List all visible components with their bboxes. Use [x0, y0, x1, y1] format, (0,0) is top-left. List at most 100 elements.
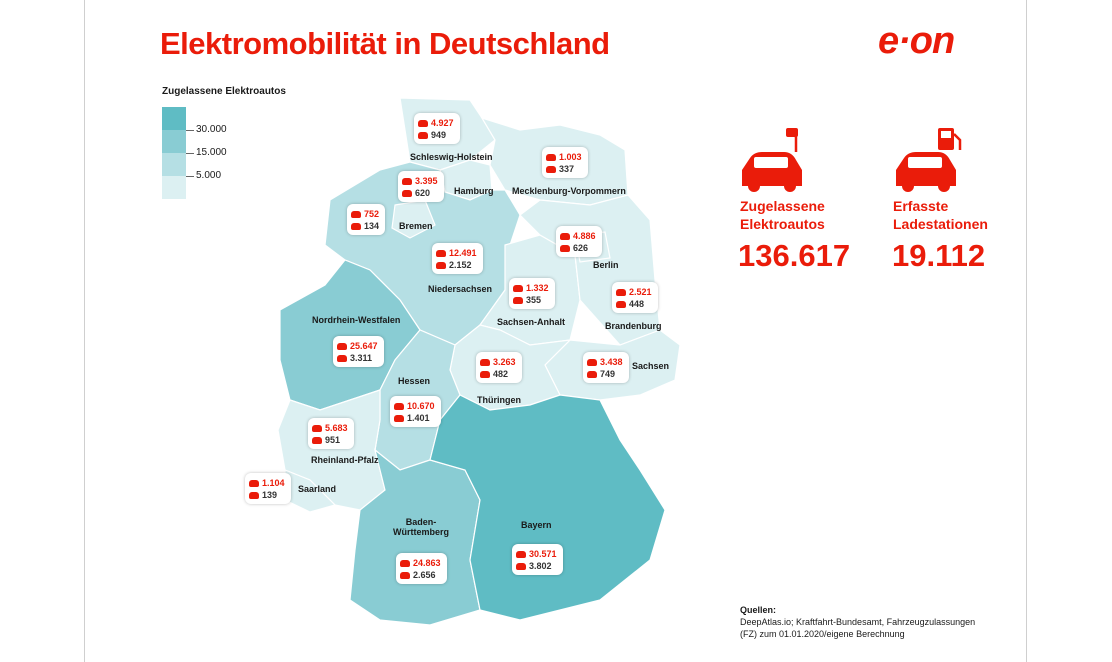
badge-hamburg: 3.395 620 — [398, 171, 444, 202]
station-count: 482 — [493, 369, 509, 379]
car-icon — [402, 177, 412, 185]
badge-sachsen: 3.438 749 — [583, 352, 629, 383]
car-count: 4.927 — [431, 118, 454, 128]
station-count: 337 — [559, 164, 575, 174]
car-icon — [312, 424, 322, 432]
badge-nordrhein-westfalen: 25.647 3.311 — [333, 336, 384, 367]
badge-brandenburg: 2.521 448 — [612, 282, 658, 313]
station-count: 2.152 — [449, 260, 472, 270]
charging-car-icon — [560, 244, 570, 252]
charging-car-icon — [587, 370, 597, 378]
charging-car-icon — [616, 300, 626, 308]
state-label-thueringen: Thüringen — [477, 395, 521, 405]
car-count: 1.332 — [526, 283, 549, 293]
charging-car-icon — [436, 261, 446, 269]
car-icon — [516, 550, 526, 558]
state-label-bremen: Bremen — [399, 221, 433, 231]
badge-baden-wuerttemberg: 24.863 2.656 — [396, 553, 447, 584]
station-count: 620 — [415, 188, 431, 198]
sources: Quellen: DeepAtlas.io; Kraftfahrt-Bundes… — [740, 604, 1020, 640]
legend-label: 5.000 — [196, 170, 222, 181]
state-label-hessen: Hessen — [398, 376, 431, 386]
car-count: 25.647 — [350, 341, 378, 351]
car-fuel-station-icon — [896, 128, 962, 192]
charging-car-icon — [513, 296, 523, 304]
frame-right-border — [1026, 0, 1027, 662]
station-count: 949 — [431, 130, 447, 140]
charging-car-icon — [546, 165, 556, 173]
car-icon — [587, 358, 597, 366]
charging-car-icon — [516, 562, 526, 570]
station-count: 749 — [600, 369, 616, 379]
car-count: 3.438 — [600, 357, 623, 367]
car-count: 1.104 — [262, 478, 285, 488]
state-label-sachsen-anhalt: Sachsen-Anhalt — [497, 317, 566, 327]
car-icon — [249, 479, 259, 487]
car-icon — [400, 559, 410, 567]
car-icon — [480, 358, 490, 366]
badge-bayern: 30.571 3.802 — [512, 544, 563, 575]
station-count: 3.311 — [350, 353, 373, 363]
legend-title: Zugelassene Elektroautos — [162, 86, 286, 97]
station-count: 134 — [364, 221, 380, 231]
car-icon — [436, 249, 446, 257]
eon-logo: e·on — [878, 20, 955, 62]
badge-rheinland-pfalz: 5.683 951 — [308, 418, 354, 449]
badge-saarland: 1.104 139 — [245, 473, 291, 504]
legend-swatch-1 — [162, 107, 186, 130]
station-count: 448 — [629, 299, 645, 309]
legend-swatch-2 — [162, 130, 186, 153]
state-label-rheinland-pfalz: Rheinland-Pfalz — [311, 455, 379, 465]
car-icon — [418, 119, 428, 127]
station-count: 1.401 — [407, 413, 430, 423]
legend-label: 30.000 — [196, 124, 227, 135]
state-label-schleswig-holstein: Schleswig-Holstein — [410, 152, 493, 162]
charging-car-icon — [480, 370, 490, 378]
state-label-baden-wuerttemberg: Baden-Württemberg — [393, 517, 449, 537]
electric-car-plug-icon — [742, 128, 802, 192]
state-label-bayern: Bayern — [521, 520, 552, 530]
car-icon — [337, 342, 347, 350]
charging-car-icon — [337, 354, 347, 362]
car-icon — [546, 153, 556, 161]
state-label-nordrhein-westfalen: Nordrhein-Westfalen — [312, 315, 401, 325]
charging-car-icon — [351, 222, 361, 230]
charging-car-icon — [418, 131, 428, 139]
car-count: 3.263 — [493, 357, 516, 367]
state-label-hamburg: Hamburg — [454, 186, 494, 196]
car-count: 24.863 — [413, 558, 441, 568]
sources-line1: DeepAtlas.io; Kraftfahrt-Bundesamt, Fahr… — [740, 617, 976, 627]
sources-line2: (FZ) zum 01.01.2020/eigene Berechnung — [740, 629, 905, 639]
car-icon — [560, 232, 570, 240]
car-count: 10.670 — [407, 401, 435, 411]
badge-schleswig-holstein: 4.927 949 — [414, 113, 460, 144]
state-label-niedersachsen: Niedersachsen — [428, 284, 493, 294]
badge-mecklenburg-vorpommern: 1.003 337 — [542, 147, 588, 178]
car-count: 12.491 — [449, 248, 477, 258]
car-icon — [394, 402, 404, 410]
state-label-berlin: Berlin — [593, 260, 619, 270]
car-count: 752 — [364, 209, 380, 219]
station-count: 951 — [325, 435, 341, 445]
station-count: 355 — [526, 295, 542, 305]
car-count: 30.571 — [529, 549, 557, 559]
stations-label-line2: Ladestationen — [893, 216, 988, 232]
legend-swatch-4 — [162, 176, 186, 199]
badge-bremen: 752 134 — [347, 204, 386, 235]
station-count: 626 — [573, 243, 589, 253]
state-label-mecklenburg-vorpommern: Mecklenburg-Vorpommern — [512, 186, 626, 196]
badge-berlin: 4.886 626 — [556, 226, 602, 257]
car-icon — [513, 284, 523, 292]
car-count: 4.886 — [573, 231, 596, 241]
page-title: Elektromobilität in Deutschland — [160, 26, 610, 61]
charging-car-icon — [400, 571, 410, 579]
station-count: 3.802 — [529, 561, 552, 571]
cars-label-line1: Zugelassene — [740, 198, 825, 214]
badge-niedersachsen: 12.491 2.152 — [432, 243, 483, 274]
state-label-sachsen: Sachsen — [632, 361, 670, 371]
legend-label: 15.000 — [196, 147, 227, 158]
frame-left-border — [84, 0, 85, 662]
car-icon — [351, 210, 361, 218]
state-label-saarland: Saarland — [298, 484, 337, 494]
legend-tick — [186, 153, 194, 154]
